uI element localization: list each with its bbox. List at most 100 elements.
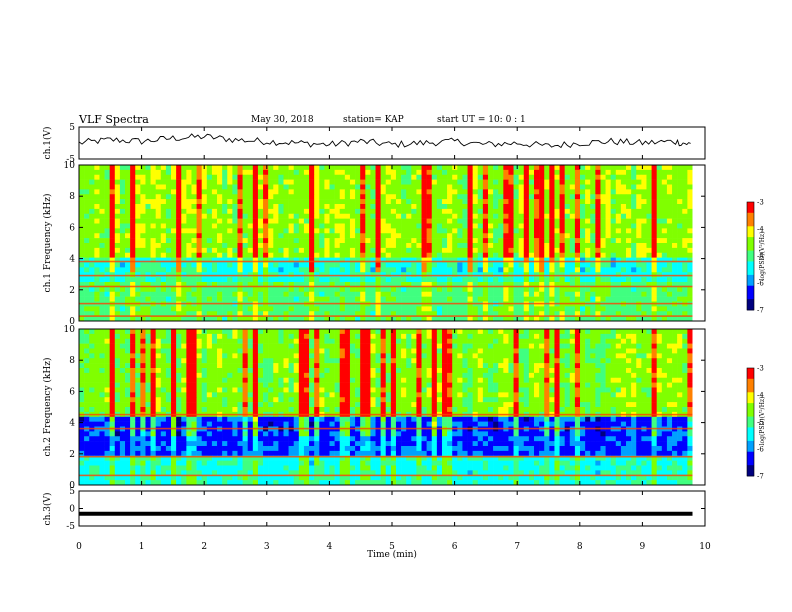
spectrogram-cell <box>472 363 479 369</box>
spectrogram-cell <box>610 286 617 293</box>
spectrogram-cell <box>390 262 397 268</box>
spectrogram-cell <box>682 343 688 349</box>
spectrogram-cell <box>441 296 448 302</box>
spectrogram-cell <box>201 348 208 354</box>
spectrogram-cell <box>176 363 182 369</box>
spectrogram-cell <box>615 311 622 317</box>
spectrogram-cell <box>181 223 187 229</box>
spectrogram-cell <box>227 213 233 219</box>
spectrogram-cell <box>523 247 530 254</box>
spectrogram-cell <box>523 358 530 364</box>
spectrogram-cell <box>79 277 85 283</box>
spectrogram-cell <box>119 238 126 244</box>
spectrogram-cell <box>467 296 473 302</box>
spectrogram-cell <box>467 252 473 258</box>
spectrogram-cell <box>620 213 627 219</box>
spectrogram-cell <box>165 252 172 258</box>
spectrogram-cell <box>217 267 223 273</box>
spectrogram-cell <box>416 179 422 185</box>
spectrogram-cell <box>176 179 182 185</box>
spectrogram-cell <box>283 189 289 195</box>
spectrogram-cell <box>181 311 187 317</box>
spectrogram-cell <box>150 218 156 224</box>
spectrogram-cell <box>160 286 167 293</box>
spectrogram-cell <box>145 204 151 210</box>
spectrogram-cell <box>314 169 320 176</box>
spectrogram-cell <box>401 218 407 224</box>
spectrogram-cell <box>109 358 116 364</box>
spectrogram-cell <box>641 358 647 364</box>
spectrogram-cell <box>534 348 540 354</box>
spectrogram-cell <box>355 194 361 200</box>
spectrogram-cell <box>467 184 473 190</box>
spectrogram-cell <box>605 223 611 229</box>
spectrogram-cell <box>334 208 341 215</box>
spectrogram-cell <box>477 238 484 244</box>
spectrogram-cell <box>375 165 381 171</box>
spectrogram-cell <box>610 199 617 205</box>
spectrogram-cell <box>89 311 95 317</box>
spectrogram-cell <box>636 213 642 219</box>
spectrogram-cell <box>385 343 392 349</box>
spectrogram-cell <box>447 311 453 317</box>
spectrogram-cell <box>109 184 116 190</box>
spectrogram-cell <box>298 277 305 283</box>
spectrogram-cell <box>406 213 412 219</box>
colorbar-step <box>747 210 754 214</box>
spectrogram-cell <box>145 368 151 374</box>
spectrogram-cell <box>569 358 576 364</box>
spectrogram-cell <box>150 368 156 374</box>
spectrogram-cell <box>237 194 243 200</box>
spectrogram-cell <box>569 169 576 176</box>
spectrogram-cell <box>257 204 264 210</box>
spectrogram-cell <box>334 316 341 322</box>
spectrogram-cell <box>232 358 238 364</box>
spectrogram-cell <box>636 189 642 195</box>
spectrogram-cell <box>94 218 100 224</box>
spectrogram-cell <box>452 223 458 229</box>
spectrogram-cell <box>457 353 463 359</box>
spectrogram-cell <box>135 296 141 302</box>
spectrogram-cell <box>472 174 479 180</box>
spectrogram-cell <box>528 204 535 210</box>
spectrogram-cell <box>344 333 351 340</box>
spectrogram-cell <box>293 194 300 200</box>
spectrogram-cell <box>539 338 545 344</box>
spectrogram-cell <box>651 277 657 283</box>
spectrogram-cell <box>666 306 673 312</box>
spectrogram-cell <box>339 233 346 239</box>
spectrogram-cell <box>344 296 351 302</box>
spectrogram-cell <box>626 267 632 273</box>
spectrogram-cell <box>605 233 611 239</box>
spectrogram-cell <box>447 243 453 249</box>
spectrogram-cell <box>390 252 397 258</box>
spectrogram-cell <box>395 282 402 288</box>
spectrogram-cell <box>339 267 346 273</box>
spectrogram-cell <box>620 296 627 302</box>
spectrogram-cell <box>150 169 156 176</box>
spectrogram-cell <box>365 223 371 229</box>
spectrogram-cell <box>79 291 85 297</box>
spectrogram-cell <box>493 194 499 200</box>
spectrogram-cell <box>661 238 668 244</box>
spectrogram-cell <box>482 333 489 340</box>
spectrogram-cell <box>523 252 530 258</box>
spectrogram-cell <box>319 306 325 312</box>
spectrogram-cell <box>360 306 366 312</box>
spectrogram-cell <box>360 358 366 364</box>
spectrogram-cell <box>406 296 412 302</box>
spectrogram-cell <box>498 368 504 374</box>
spectrogram-cell <box>206 184 213 190</box>
spectrogram-cell <box>431 174 438 180</box>
spectrogram-cell <box>539 238 545 244</box>
spectrogram-cell <box>140 353 146 359</box>
spectrogram-cell <box>257 277 264 283</box>
spectrogram-cell <box>99 311 105 317</box>
spectrogram-cell <box>273 228 279 234</box>
spectrogram-cell <box>79 247 85 254</box>
spectrogram-cell <box>401 228 407 234</box>
spectrogram-cell <box>135 316 141 322</box>
spectrogram-cell <box>211 218 218 224</box>
spectrogram-cell <box>196 348 202 354</box>
spectrogram-cell <box>145 316 151 322</box>
